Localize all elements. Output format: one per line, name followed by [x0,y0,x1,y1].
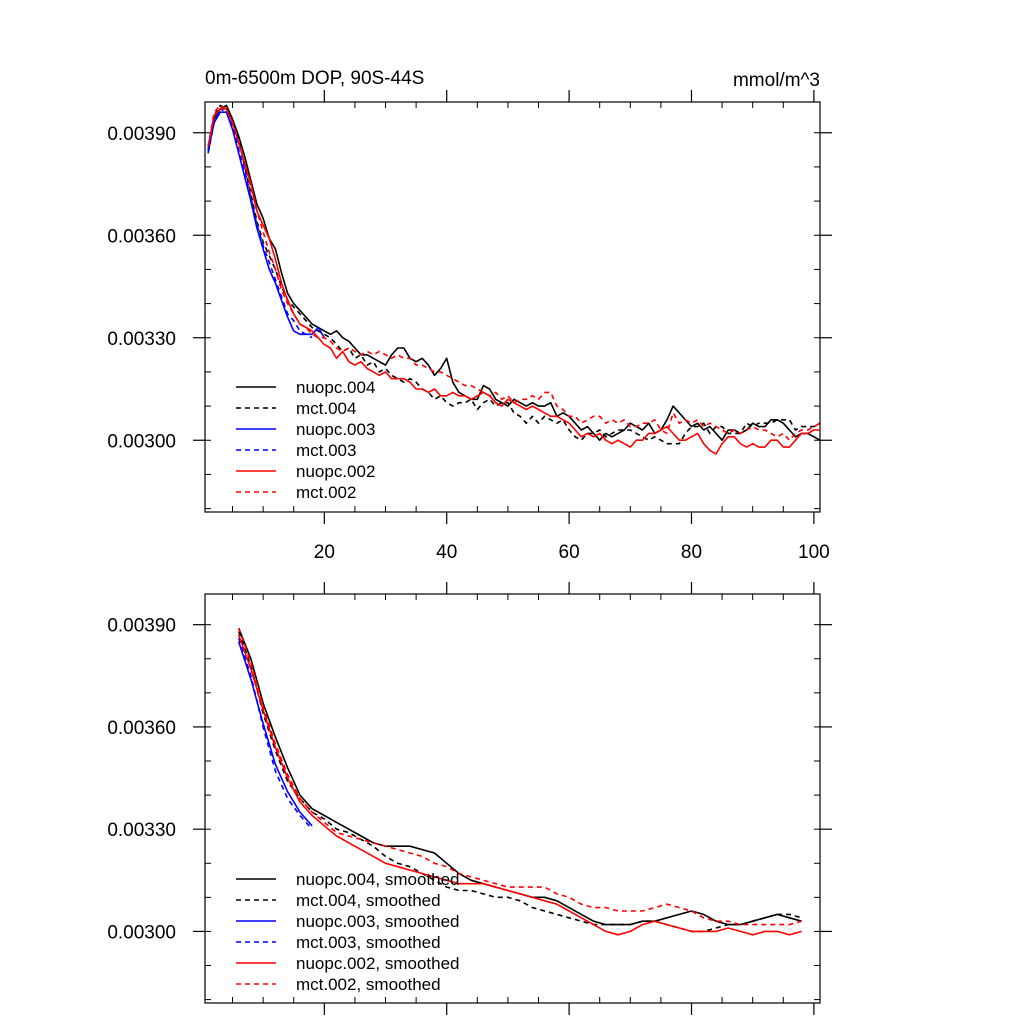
legend-label: mct.003, smoothed [296,933,441,952]
series-line-mct-003 [207,108,313,339]
top-panel: 0m-6500m DOP, 90S-44S mmol/m^3 0.00300 0.… [107,68,832,563]
x-tick-label: 20 [314,542,335,563]
legend-label: mct.003 [296,441,356,460]
y-tick-label: 0.00360 [107,226,176,247]
y-tick-label: 0.00390 [107,124,176,145]
series-line-mct-002 [207,104,821,441]
bottom-panel: 0.00300 0.00330 0.00360 0.00390 nuopc.004, s… [107,582,832,1015]
y-tick-label: 0.00390 [107,616,176,637]
series-line-nuopc-003-smoothed [237,641,313,827]
series-line-mct-002-smoothed [237,627,802,926]
y-tick-label: 0.00330 [107,820,176,841]
series-line-nuopc-004 [207,104,821,441]
y-tick-label: 0.00300 [107,922,176,943]
plot-frame [204,101,821,513]
legend-label: mct.002 [296,483,356,502]
x-tick-label: 60 [559,542,580,563]
y-tick-label: 0.00330 [107,329,176,350]
legend-label: mct.004, smoothed [296,891,441,910]
legend-label: nuopc.004, smoothed [296,870,460,889]
legend-label: nuopc.003, smoothed [296,912,460,931]
legend-label: nuopc.002 [296,462,375,481]
x-tick-label: 40 [436,542,457,563]
plot-frame [204,593,821,1004]
x-tick-label: 80 [681,542,702,563]
top-panel-units: mmol/m^3 [733,70,820,91]
series-line-mct-004 [207,104,821,445]
legend-label: nuopc.002, smoothed [296,954,460,973]
legend-label: mct.002, smoothed [296,975,441,994]
legend-label: nuopc.004 [296,378,375,397]
top-panel-title: 0m-6500m DOP, 90S-44S [205,68,424,89]
x-tick-label: 100 [798,542,830,563]
legend-label: nuopc.003 [296,420,375,439]
y-tick-label: 0.00300 [107,431,176,452]
series-line-nuopc-002 [207,108,820,455]
y-tick-label: 0.00360 [107,718,176,739]
series-line-mct-003-smoothed [237,638,313,830]
legend-label: mct.004 [296,399,356,418]
series-line-mct-004-smoothed [237,631,802,933]
series-line-nuopc-002-smoothed [237,634,802,936]
series-line-nuopc-003 [207,111,325,339]
